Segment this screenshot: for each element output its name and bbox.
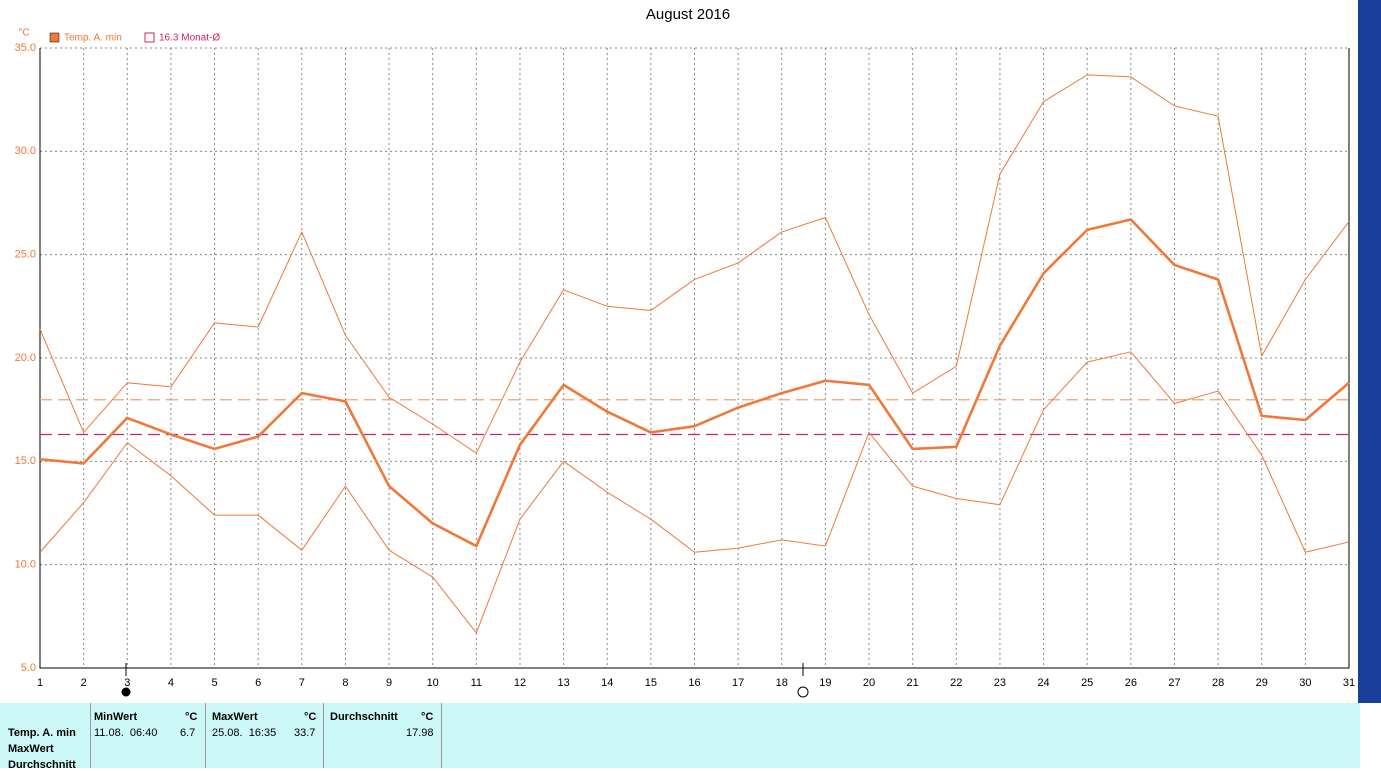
separator bbox=[441, 703, 442, 768]
x-tick-label: 9 bbox=[386, 677, 392, 689]
cell: 11.08. 06:40 bbox=[94, 727, 158, 739]
x-tick-label: 31 bbox=[1343, 677, 1355, 689]
desktop-edge bbox=[1358, 0, 1381, 703]
x-tick-label: 29 bbox=[1256, 677, 1268, 689]
y-tick-label: 15.0 bbox=[15, 455, 36, 467]
x-tick-label: 5 bbox=[211, 677, 217, 689]
moon-full bbox=[797, 686, 809, 698]
x-tick-label: 24 bbox=[1037, 677, 1049, 689]
y-tick-label: 20.0 bbox=[15, 352, 36, 364]
y-tick-label: 25.0 bbox=[15, 249, 36, 261]
grid: 5.010.015.020.025.030.035.01 2 3 4 5 6 7 8 9 10 11… bbox=[15, 42, 1356, 689]
x-tick-label: 28 bbox=[1212, 677, 1224, 689]
x-tick-label: 14 bbox=[601, 677, 613, 689]
x-tick-label: 25 bbox=[1081, 677, 1093, 689]
data-line bbox=[39, 74, 1350, 454]
legend-swatch bbox=[49, 32, 60, 43]
x-tick-label: 11 bbox=[471, 677, 482, 689]
header-cell: °C bbox=[421, 711, 434, 723]
legend-swatch bbox=[144, 32, 155, 43]
y-tick-label: 10.0 bbox=[15, 559, 36, 571]
separator bbox=[323, 703, 324, 768]
header-cell: Durchschnitt bbox=[330, 711, 398, 723]
y-tick-label: 30.0 bbox=[15, 145, 36, 157]
x-tick-label: 21 bbox=[907, 677, 919, 689]
x-tick-label: 13 bbox=[557, 677, 569, 689]
cell: 25.08. 16:35 bbox=[212, 727, 277, 739]
separator bbox=[90, 703, 91, 768]
row-label: Temp. A. min bbox=[8, 727, 76, 739]
header-cell: °C bbox=[304, 711, 317, 723]
cell: 6.7 bbox=[180, 727, 196, 739]
header-cell: °C bbox=[185, 711, 198, 723]
header-cell: MaxWert bbox=[212, 711, 258, 723]
x-tick-label: 7 bbox=[299, 677, 305, 689]
x-tick-label: 10 bbox=[427, 677, 439, 689]
x-tick-label: 16 bbox=[688, 677, 700, 689]
y-tick-label: 5.0 bbox=[21, 662, 36, 674]
summary-table: MinWert °C MaxWert °C Durchschnitt °C Te… bbox=[0, 703, 1360, 771]
legend: Temp. A. min 16.3 Monat-Ø bbox=[49, 32, 220, 44]
x-tick-label: 17 bbox=[732, 677, 744, 689]
x-tick-label: 30 bbox=[1299, 677, 1311, 689]
x-tick-label: 3 bbox=[124, 677, 130, 689]
x-tick-label: 2 bbox=[81, 677, 87, 689]
moon-new bbox=[121, 687, 131, 697]
x-tick-label: 19 bbox=[819, 677, 831, 689]
x-tick-label: 6 bbox=[255, 677, 261, 689]
data-line bbox=[39, 218, 1350, 548]
x-tick-label: 26 bbox=[1125, 677, 1137, 689]
x-tick-label: 15 bbox=[645, 677, 657, 689]
axis-frame bbox=[39, 48, 1350, 669]
plot bbox=[39, 74, 1350, 634]
cell: 17.98 bbox=[406, 727, 434, 739]
x-tick-label: 12 bbox=[514, 677, 526, 689]
x-tick-label: 1 bbox=[37, 677, 43, 689]
x-tick-label: 8 bbox=[342, 677, 348, 689]
x-tick-label: 27 bbox=[1168, 677, 1180, 689]
x-tick-label: 23 bbox=[994, 677, 1006, 689]
cell: 33.7 bbox=[294, 727, 316, 739]
row-label: MaxWert bbox=[8, 743, 54, 755]
y-tick-label: 35.0 bbox=[15, 42, 36, 54]
legend-label: Temp. A. min bbox=[64, 33, 122, 44]
x-tick-label: 20 bbox=[863, 677, 875, 689]
data-line bbox=[39, 351, 1350, 634]
header-cell: MinWert bbox=[94, 711, 138, 723]
y-unit: °C bbox=[18, 28, 29, 39]
chart: August 2016 °C Temp. A. min 16.3 Monat-Ø … bbox=[15, 0, 1381, 703]
separator bbox=[205, 703, 206, 768]
x-tick-label: 22 bbox=[950, 677, 962, 689]
x-tick-label: 4 bbox=[168, 677, 174, 689]
row-label: Durchschnitt bbox=[8, 759, 76, 771]
chart-title: August 2016 bbox=[646, 6, 730, 23]
x-tick-label: 18 bbox=[776, 677, 788, 689]
legend-label: 16.3 Monat-Ø bbox=[159, 33, 220, 44]
